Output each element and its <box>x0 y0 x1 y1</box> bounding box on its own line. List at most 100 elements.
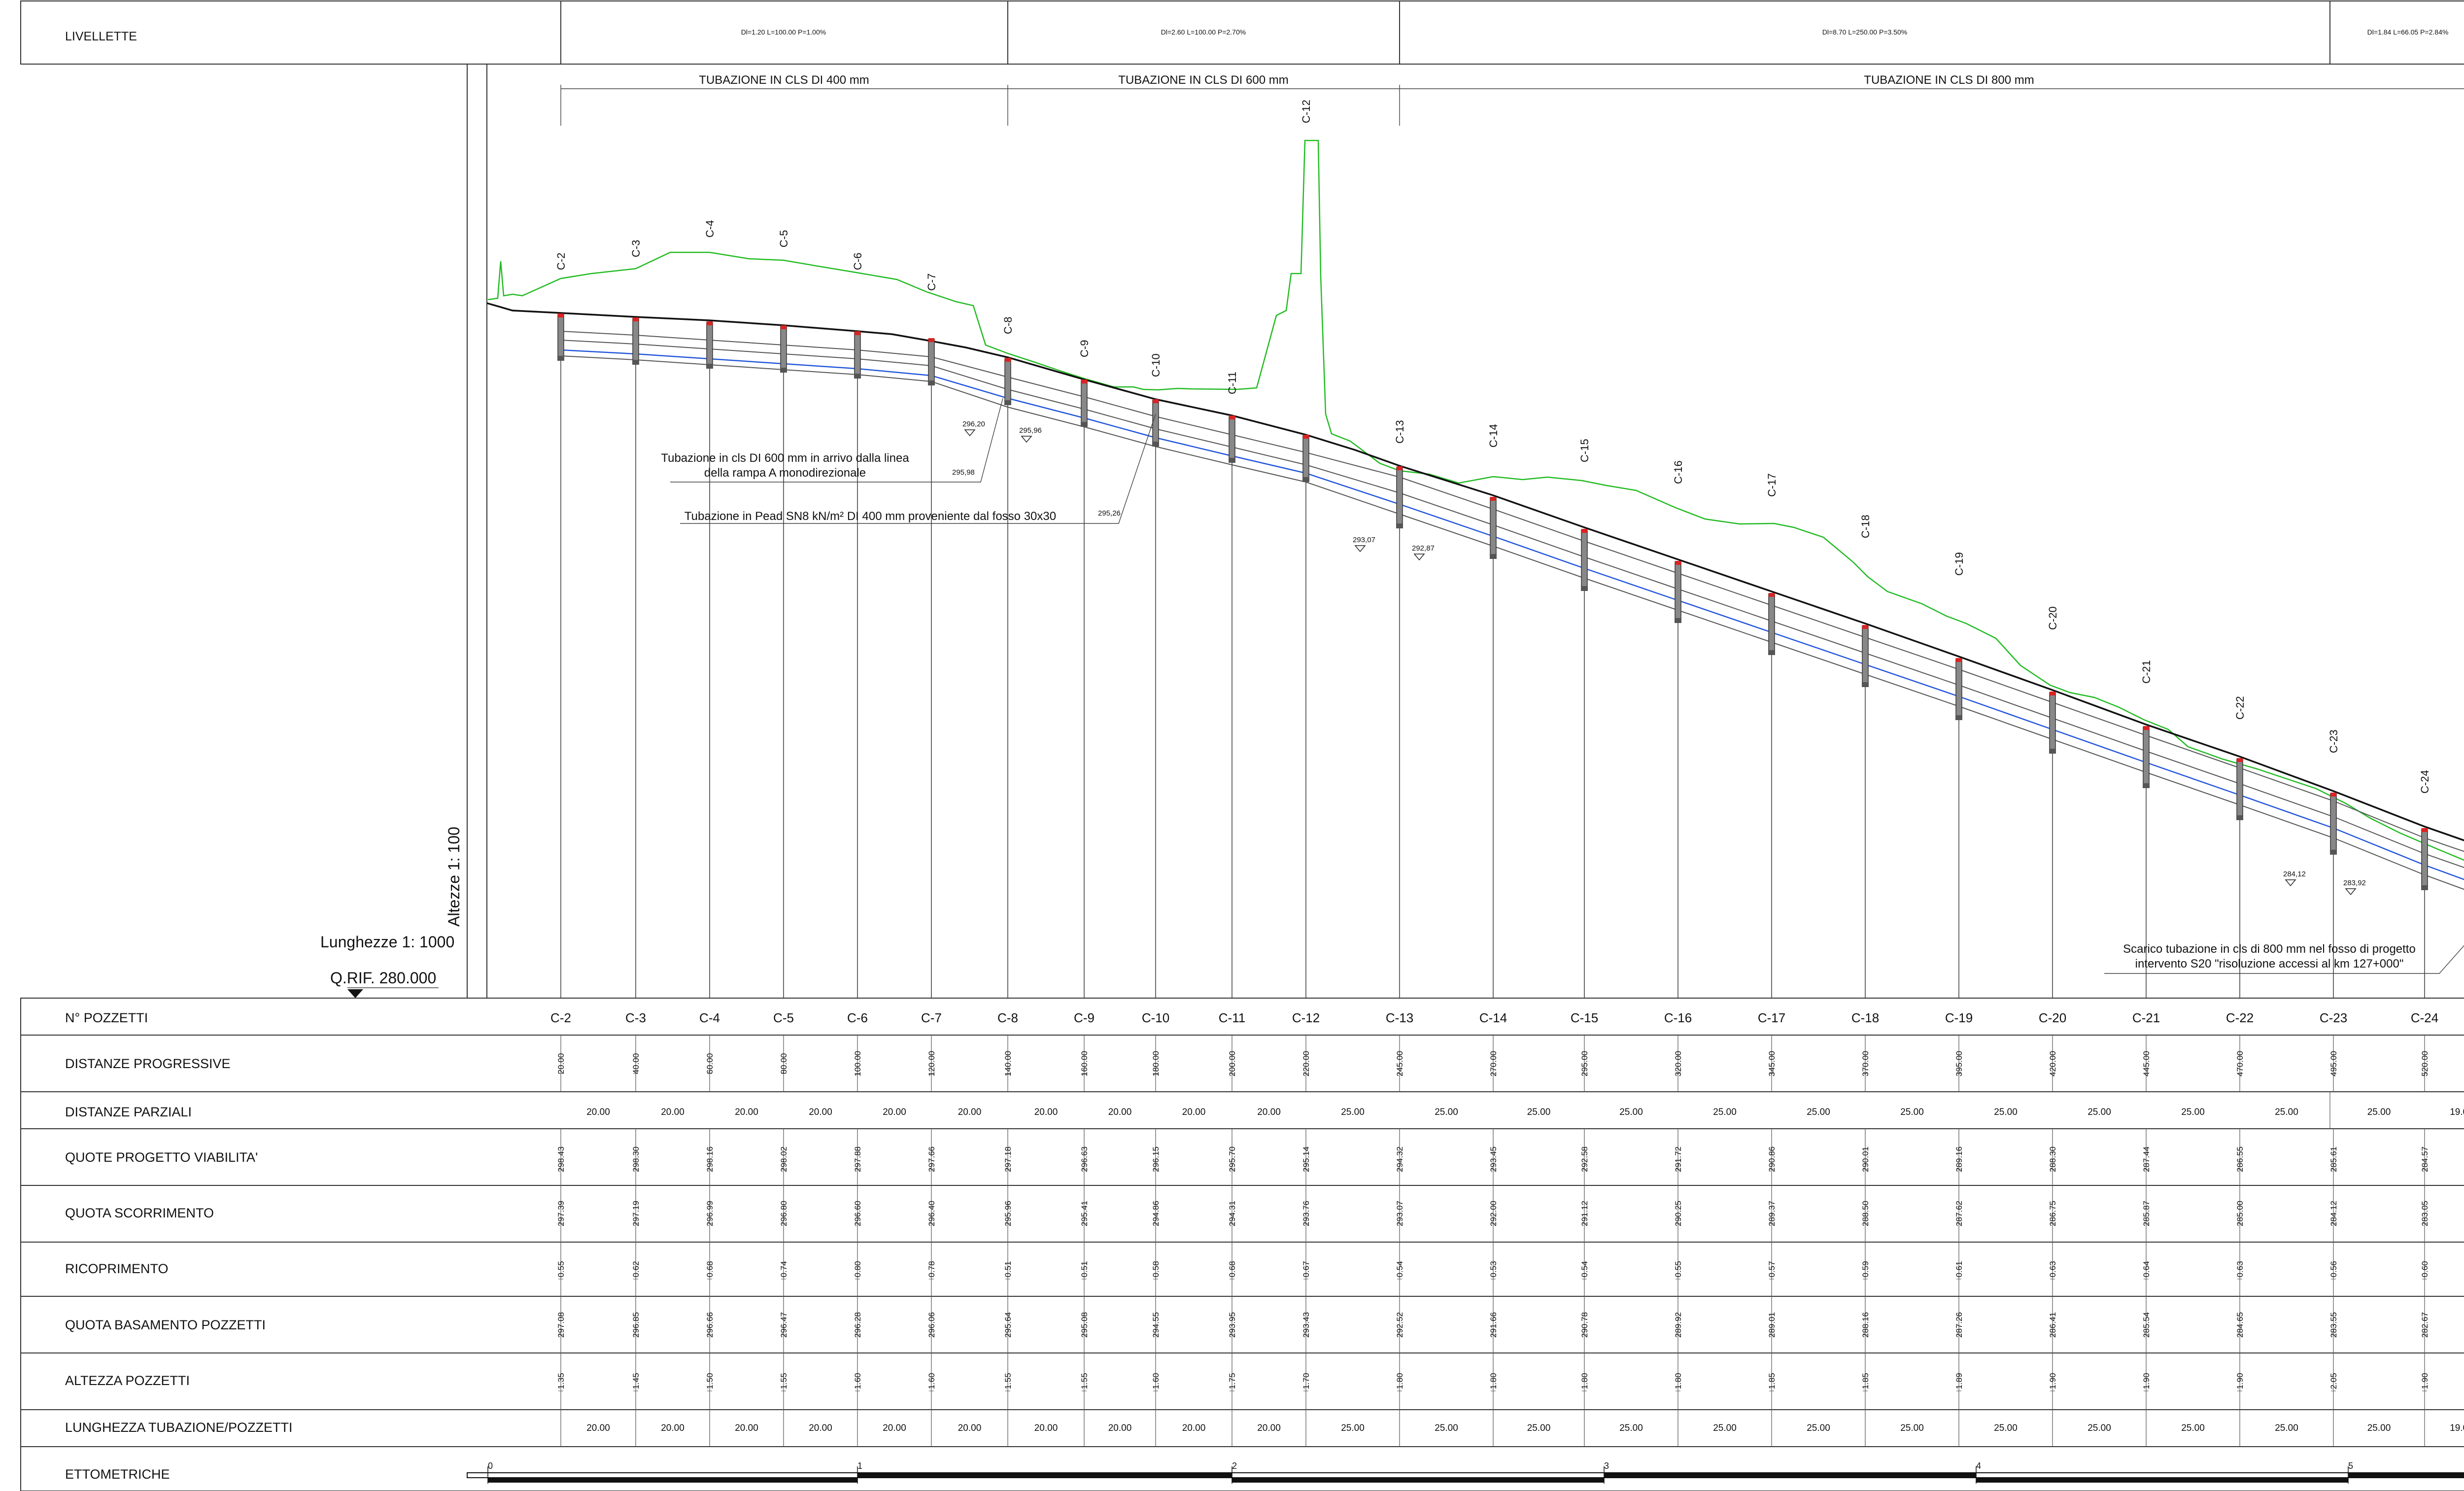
pipe-section-400: TUBAZIONE IN CLS DI 400 mm <box>699 73 869 87</box>
pipe-mid-line <box>560 340 2464 868</box>
progressive-distance-cell: 270.00 <box>1489 1051 1498 1076</box>
table-well-c-9: C-9 <box>1074 1010 1095 1025</box>
well-base-c-17 <box>1768 650 1775 655</box>
scale-labels: Altezze 1: 100 Lunghezze 1: 1000 Q.RIF. … <box>320 827 463 998</box>
well-height-cell: 1.90 <box>2048 1373 2057 1389</box>
well-cap-c-14 <box>1490 497 1496 501</box>
road-elevation-cell: 292.58 <box>1580 1146 1589 1172</box>
well-c-24 <box>2421 829 2428 889</box>
well-height-cell: 2.05 <box>2329 1373 2338 1389</box>
hecto-segment <box>1232 1478 1604 1483</box>
row-label-lunghezza: LUNGHEZZA TUBAZIONE/POZZETTI <box>65 1420 293 1435</box>
well-c-16 <box>1675 561 1681 622</box>
well-cap-c-6 <box>855 331 860 335</box>
well-c-5 <box>780 326 787 371</box>
road-elevation-cell: 296.63 <box>1080 1146 1089 1172</box>
well-base-elevation-cell: 283.55 <box>2329 1312 2338 1338</box>
progressive-distance-cell: 445.00 <box>2142 1051 2151 1076</box>
well-label-c-7: C-7 <box>925 274 938 291</box>
invert-elevation-cell: 283.05 <box>2420 1201 2430 1226</box>
progressive-distance-cell: 180.00 <box>1151 1051 1161 1076</box>
pipe-length-cell: 20.00 <box>1182 1423 1206 1433</box>
road-elevation-cell: 293.45 <box>1489 1146 1498 1172</box>
well-cap-c-13 <box>1397 466 1403 470</box>
table-well-c-12: C-12 <box>1292 1010 1320 1025</box>
progressive-distance-cell: 200.00 <box>1228 1051 1237 1076</box>
cover-depth-cell: 0.78 <box>927 1261 936 1277</box>
gradient-4: Dl=1.84 L=66.05 P=2.84% <box>2367 28 2449 36</box>
well-height-cell: 1.80 <box>1580 1373 1589 1389</box>
road-elevation-cell: 298.16 <box>705 1146 715 1172</box>
well-c-22 <box>2236 759 2243 819</box>
partial-distance-cell: 19.05 <box>2450 1107 2464 1117</box>
level-tag-c13-a: 293,07 <box>1353 536 1375 544</box>
well-cap-c-15 <box>1581 529 1587 533</box>
pipe-length-cell: 20.00 <box>809 1423 832 1433</box>
partial-distance-cell: 20.00 <box>1257 1107 1281 1117</box>
road-elevation-cell: 284.57 <box>2420 1146 2430 1172</box>
well-c-12 <box>1302 435 1309 481</box>
partial-distance-cell: 25.00 <box>2367 1107 2391 1117</box>
table-well-c-3: C-3 <box>625 1010 646 1025</box>
progressive-distance-cell: 245.00 <box>1395 1051 1404 1076</box>
well-base-elevation-cell: 296.66 <box>705 1312 715 1338</box>
cover-depth-cell: 0.59 <box>1861 1261 1870 1277</box>
well-cap-c-21 <box>2143 726 2149 730</box>
well-cap-c-12 <box>1303 435 1309 439</box>
partial-distance-cell: 25.00 <box>1994 1107 2018 1117</box>
road-elevation-cell: 296.15 <box>1151 1146 1161 1172</box>
pipe-length-cell: 25.00 <box>2275 1423 2298 1433</box>
well-height-cell: 1.80 <box>1674 1373 1683 1389</box>
well-height-cell: 1.85 <box>1861 1373 1870 1389</box>
well-label-c-19: C-19 <box>1953 552 1965 576</box>
pipe-length-cell: 20.00 <box>1108 1423 1132 1433</box>
invert-elevation-cell: 296.60 <box>853 1201 862 1226</box>
pipe-top-line <box>560 331 2464 852</box>
pipe-length-cell: 20.00 <box>1257 1423 1281 1433</box>
well-base-c-11 <box>1229 458 1235 463</box>
hecto-label: 0 <box>488 1461 493 1471</box>
well-height-cell: 1.60 <box>927 1373 936 1389</box>
table-well-c-14: C-14 <box>1479 1010 1507 1025</box>
well-c-20 <box>2049 692 2056 752</box>
partial-distance-cell: 25.00 <box>1900 1107 1924 1117</box>
table-well-c-4: C-4 <box>699 1010 720 1025</box>
table-well-c-6: C-6 <box>847 1010 868 1025</box>
progressive-distance-cell: 100.00 <box>853 1051 862 1076</box>
well-c-10 <box>1152 400 1159 445</box>
well-base-c-16 <box>1675 618 1681 623</box>
invert-line <box>560 349 2464 880</box>
well-base-c-10 <box>1152 442 1159 447</box>
pipe-section-800: TUBAZIONE IN CLS DI 800 mm <box>1864 73 2034 87</box>
table-well-c-20: C-20 <box>2039 1010 2066 1025</box>
invert-elevation-cell: 284.12 <box>2329 1201 2338 1226</box>
well-label-c-16: C-16 <box>1672 460 1684 484</box>
cover-depth-cell: 0.51 <box>1003 1261 1013 1277</box>
inlet-600-note-line2: della rampa A monodirezionale <box>704 466 866 480</box>
outlet-note-line1: Scarico tubazione in cls di 800 mm nel f… <box>2123 942 2416 956</box>
progressive-distance-cell: 345.00 <box>1767 1051 1777 1076</box>
invert-elevation-cell: 296.80 <box>779 1201 788 1226</box>
progressive-distance-cell: 20.00 <box>556 1053 566 1075</box>
well-c-18 <box>1862 625 1869 686</box>
row-label-pozzetti: N° POZZETTI <box>65 1010 148 1025</box>
well-label-c-24: C-24 <box>2419 770 2431 794</box>
well-base-c-8 <box>1004 400 1011 405</box>
partial-distance-cell: 25.00 <box>1435 1107 1458 1117</box>
invert-elevation-cell: 295.96 <box>1003 1201 1013 1226</box>
table-well-c-18: C-18 <box>1851 1010 1879 1025</box>
hecto-label: 5 <box>2348 1461 2353 1471</box>
well-cap-c-2 <box>558 313 564 317</box>
well-base-c-7 <box>928 381 935 385</box>
well-cap-c-3 <box>633 317 639 321</box>
pipe-length-cell: 20.00 <box>661 1423 684 1433</box>
level-tag-c8-a: 296,20 <box>962 420 985 428</box>
cover-depth-cell: 0.55 <box>556 1261 566 1277</box>
invert-elevation-cell: 296.99 <box>705 1201 715 1226</box>
hecto-label: 3 <box>1604 1461 1609 1471</box>
well-base-elevation-cell: 292.52 <box>1395 1312 1404 1338</box>
hecto-segment <box>488 1478 857 1483</box>
road-elevation-cell: 285.61 <box>2329 1146 2338 1172</box>
well-base-c-24 <box>2421 885 2428 890</box>
progressive-distance-cell: 420.00 <box>2048 1051 2057 1076</box>
